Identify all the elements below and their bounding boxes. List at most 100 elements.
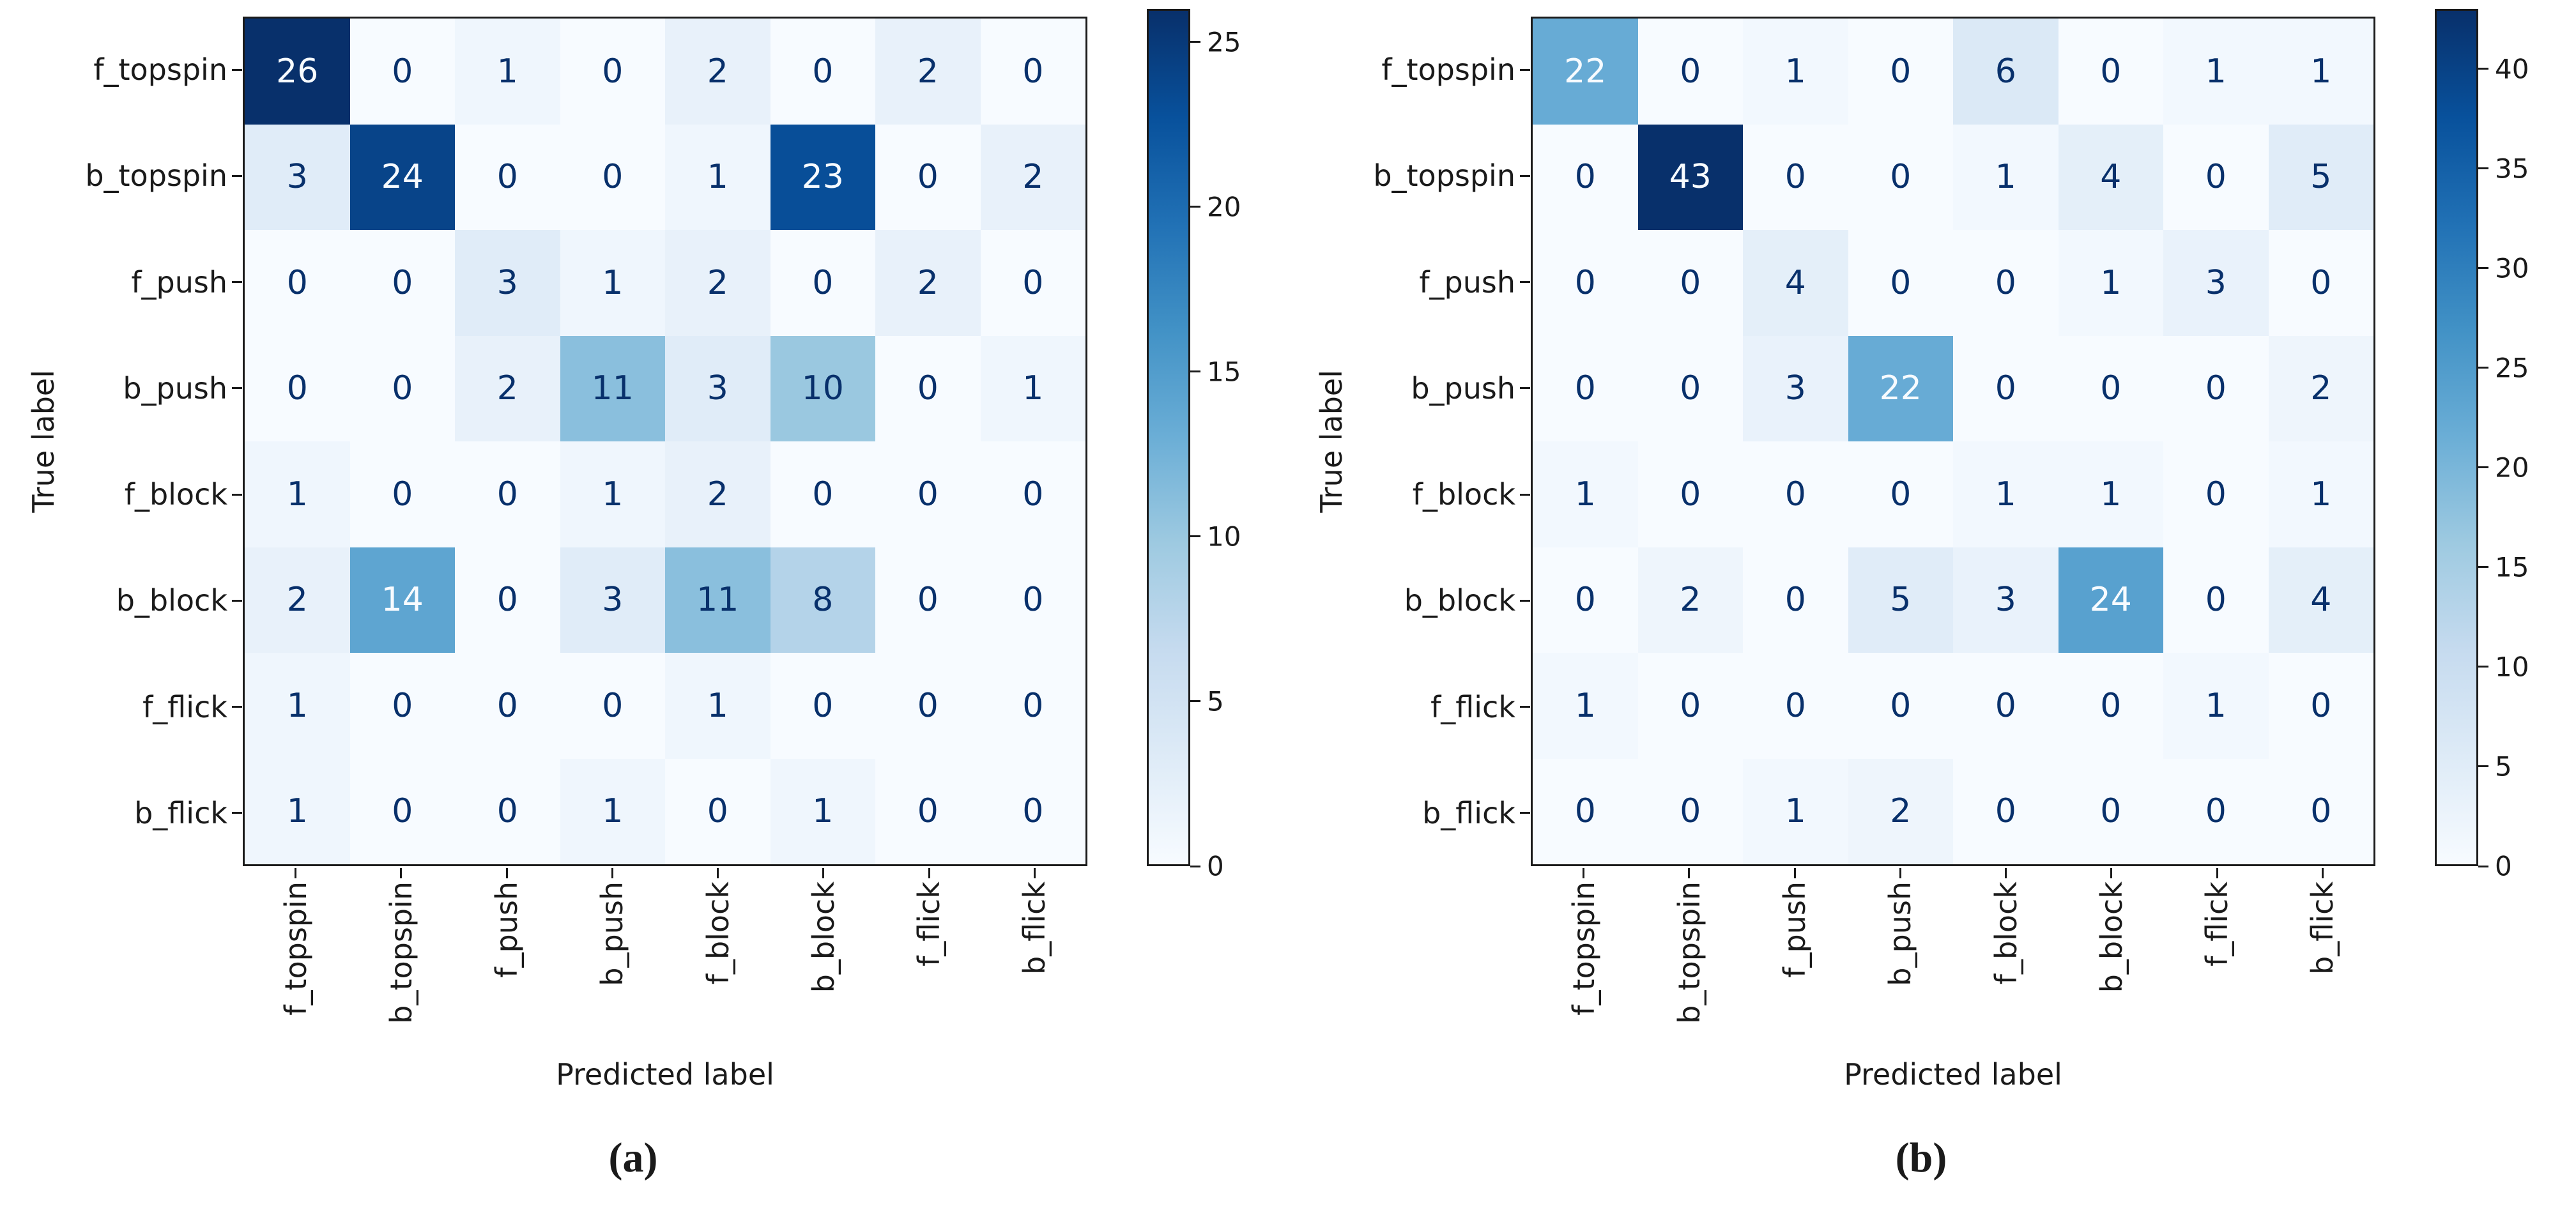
matrix-cell: 0: [980, 653, 1085, 759]
colorbar-tick-label: 30: [2495, 252, 2529, 284]
matrix-cell: 0: [455, 441, 560, 547]
x-tick-mark: [2216, 868, 2218, 878]
x-tick-mark: [822, 868, 825, 878]
x-tick-label: b_flick: [1017, 882, 1052, 982]
matrix-cell: 4: [2268, 547, 2373, 653]
matrix-cell-value: 2: [707, 475, 728, 514]
matrix-cell: 1: [770, 758, 875, 864]
matrix-cell-value: 3: [602, 581, 624, 620]
matrix-cell-value: 1: [2310, 475, 2332, 514]
x-axis-title: Predicted label: [1844, 1057, 2062, 1092]
colorbar-tick-label: 0: [2495, 850, 2512, 882]
matrix-cell: 2: [665, 441, 770, 547]
matrix-cell-value: 0: [1574, 581, 1596, 620]
matrix-cell-value: 1: [2100, 475, 2122, 514]
matrix-cell: 8: [770, 547, 875, 653]
matrix-cell-value: 0: [2310, 263, 2332, 302]
matrix-cell: 0: [770, 230, 875, 336]
y-tick-mark: [1520, 812, 1530, 814]
matrix-cell: 0: [1637, 19, 1743, 125]
x-tick-label: b_push: [595, 882, 629, 993]
subplot-b: True label f_topspin b_topspin f_push b_pus…: [1288, 0, 2576, 1206]
matrix-cell-value: 0: [392, 475, 413, 514]
x-axis-title: Predicted label: [556, 1057, 774, 1092]
x-tick-label-text: b_flick: [1017, 882, 1052, 975]
matrix-cell-value: 8: [812, 581, 834, 620]
y-tick-label: f_block: [1412, 477, 1515, 512]
matrix-cell-value: 0: [496, 158, 518, 197]
matrix-cell-value: 10: [801, 369, 844, 408]
x-tick-label: b_block: [806, 882, 841, 1000]
matrix-cell: 2: [665, 19, 770, 125]
matrix-cell-value: 4: [2310, 581, 2332, 620]
colorbar-tick-label: 25: [2495, 352, 2529, 384]
matrix-cell: 14: [349, 547, 455, 653]
matrix-cell: 3: [560, 547, 665, 653]
colorbar-tick-mark: [2478, 765, 2488, 768]
matrix-cell-value: 0: [1680, 475, 1701, 514]
matrix-cell: 1: [2268, 19, 2373, 125]
matrix-cell: 1: [245, 653, 350, 759]
matrix-cell-value: 0: [1784, 475, 1806, 514]
x-tick-label: f_topspin: [278, 882, 313, 1023]
matrix-cell: 0: [980, 19, 1085, 125]
x-tick-label-text: f_topspin: [278, 882, 313, 1016]
y-tick-mark: [232, 387, 242, 390]
matrix-cell: 3: [665, 335, 770, 441]
matrix-cell-value: 1: [2205, 686, 2227, 725]
matrix-cell: 3: [455, 230, 560, 336]
x-tick-label: b_block: [2094, 882, 2129, 1000]
matrix-cell: 2: [1637, 547, 1743, 653]
matrix-cell-value: 0: [812, 686, 834, 725]
matrix-cell-value: 3: [2205, 263, 2227, 302]
matrix-cell-value: 0: [602, 52, 624, 91]
matrix-cell: 26: [245, 19, 350, 125]
matrix-cell-value: 43: [1669, 158, 1712, 197]
x-tick-label-text: b_flick: [2305, 882, 2340, 975]
colorbar-tick-label: 25: [1207, 26, 1241, 58]
matrix-cell: 5: [2268, 124, 2373, 230]
x-tick-label-text: f_block: [1988, 882, 2023, 985]
matrix-cell: 1: [2058, 230, 2163, 336]
x-tick-mark: [1899, 868, 1901, 878]
matrix-cell: 1: [1953, 124, 2058, 230]
matrix-cell: 0: [1848, 230, 1953, 336]
matrix-cell-value: 0: [1022, 686, 1044, 725]
matrix-cell-value: 0: [496, 581, 518, 620]
matrix-cell: 0: [1533, 335, 1638, 441]
matrix-cell-value: 0: [2205, 792, 2227, 831]
matrix-cell: 0: [1637, 335, 1743, 441]
matrix-cell: 5: [1848, 547, 1953, 653]
matrix-cell: 2: [2268, 335, 2373, 441]
matrix-cell: 0: [349, 653, 455, 759]
matrix-cell-value: 0: [496, 686, 518, 725]
matrix-cell: 22: [1848, 335, 1953, 441]
y-tick-label: b_block: [1404, 583, 1515, 618]
matrix-cell: 0: [875, 335, 981, 441]
plot-area: 26 0 1 0 2 0 2 0 3 24 0 0 1 23 0 2 0 0 3 1 2 0 2 0 0 0 2 11 3 10 0 1 1 0 0…: [232, 17, 1087, 878]
matrix-cell-value: 0: [917, 792, 939, 831]
matrix-cell: 0: [1743, 441, 1848, 547]
matrix-cell: 0: [245, 230, 350, 336]
matrix-cell-value: 0: [1680, 52, 1701, 91]
x-tick-labels: f_topspin b_topspin f_push b_push f_block b_b…: [1531, 882, 2375, 1073]
y-tick-mark: [1520, 281, 1530, 284]
matrix-cell-value: 0: [707, 792, 728, 831]
matrix-cell: 0: [455, 124, 560, 230]
matrix-cell-value: 0: [1890, 686, 1912, 725]
colorbar-tick-label: 15: [2495, 551, 2529, 583]
matrix-cell-value: 3: [496, 263, 518, 302]
matrix-cell-value: 1: [707, 158, 728, 197]
matrix-cell: 4: [2058, 124, 2163, 230]
colorbar-tick-labels: 0 5 10 15 20 25: [1190, 9, 1286, 882]
matrix-cell: 0: [1848, 19, 1953, 125]
matrix-cell-value: 1: [1574, 686, 1596, 725]
matrix-cell: 0: [875, 124, 981, 230]
x-tick-label-text: b_push: [1883, 882, 1918, 986]
matrix-cell: 1: [560, 441, 665, 547]
colorbar-tick-label: 5: [1207, 685, 1224, 717]
matrix-cell-value: 2: [1890, 792, 1912, 831]
matrix-cell: 0: [2163, 335, 2269, 441]
x-tick-mark: [611, 868, 613, 878]
matrix-cell-value: 3: [1784, 369, 1806, 408]
